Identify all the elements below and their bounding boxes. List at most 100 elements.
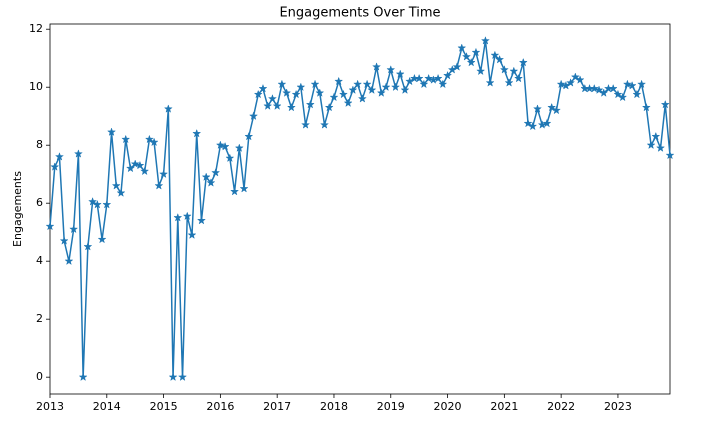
point-marker — [301, 120, 311, 129]
point-marker — [305, 99, 315, 109]
point-marker — [395, 69, 405, 79]
point-marker — [613, 89, 623, 99]
point-marker — [154, 181, 164, 190]
point-marker — [54, 152, 64, 161]
point-marker — [173, 212, 183, 222]
point-marker — [140, 166, 150, 176]
point-marker — [438, 79, 448, 89]
point-marker — [618, 92, 628, 102]
y-tick-label: 2 — [36, 312, 43, 325]
point-marker — [121, 134, 131, 144]
point-marker — [457, 43, 467, 52]
point-marker — [211, 167, 221, 177]
point-marker — [215, 140, 225, 150]
point-marker — [499, 65, 509, 74]
point-marker — [570, 72, 580, 81]
point-marker — [83, 241, 93, 251]
point-marker — [187, 230, 197, 239]
point-marker — [504, 78, 514, 87]
point-marker — [641, 102, 651, 112]
point-marker — [367, 85, 377, 94]
point-marker — [452, 62, 462, 71]
x-tick-label: 2020 — [434, 400, 462, 413]
point-marker — [272, 101, 282, 110]
plot-frame — [49, 23, 671, 395]
point-marker — [253, 89, 263, 99]
point-marker — [69, 224, 79, 234]
point-marker — [495, 54, 505, 64]
point-marker — [608, 83, 618, 93]
point-marker — [88, 196, 98, 206]
point-marker — [433, 73, 443, 83]
point-marker — [518, 57, 528, 67]
point-marker — [168, 372, 178, 382]
point-marker — [357, 94, 367, 103]
y-tick-label: 12 — [29, 22, 43, 35]
point-marker — [220, 141, 230, 151]
point-marker — [45, 221, 55, 231]
point-marker — [466, 57, 476, 67]
point-marker — [102, 199, 112, 209]
point-marker — [471, 47, 481, 57]
point-marker — [656, 143, 666, 152]
point-marker — [258, 83, 268, 93]
y-tick-label: 10 — [29, 80, 43, 93]
y-tick-label: 0 — [36, 370, 43, 383]
point-marker — [64, 256, 74, 266]
y-tick-label: 4 — [36, 254, 43, 267]
point-marker — [622, 79, 632, 89]
point-marker — [201, 172, 211, 181]
point-marker — [334, 76, 344, 86]
y-tick-label: 6 — [36, 196, 43, 209]
point-marker — [362, 79, 372, 89]
point-marker — [116, 188, 126, 197]
x-tick-label: 2017 — [263, 400, 291, 413]
point-marker — [244, 131, 254, 141]
point-marker — [329, 92, 339, 102]
point-marker — [225, 153, 235, 163]
point-marker — [111, 181, 121, 190]
point-marker — [485, 78, 495, 87]
point-marker — [424, 73, 434, 83]
x-tick-label: 2015 — [150, 400, 178, 413]
point-marker — [163, 104, 173, 113]
point-marker — [319, 120, 330, 129]
point-marker — [144, 134, 154, 144]
point-marker — [665, 150, 675, 160]
point-marker — [532, 104, 543, 113]
point-marker — [78, 372, 88, 382]
x-tick-label: 2023 — [604, 400, 632, 413]
point-marker — [490, 50, 500, 60]
y-tick-label: 8 — [36, 138, 43, 151]
point-marker — [556, 79, 566, 89]
point-marker — [637, 79, 647, 89]
point-marker — [92, 199, 102, 209]
point-marker — [159, 169, 169, 179]
point-marker — [59, 236, 69, 245]
point-marker — [343, 98, 353, 108]
point-marker — [177, 372, 188, 382]
point-marker — [632, 89, 642, 99]
point-marker — [372, 62, 382, 71]
x-tick-label: 2019 — [377, 400, 405, 413]
point-marker — [263, 101, 273, 110]
point-marker — [646, 140, 656, 150]
point-marker — [182, 211, 192, 221]
point-marker — [296, 82, 306, 92]
point-marker — [348, 85, 358, 94]
point-marker — [376, 88, 386, 97]
point-marker — [106, 127, 117, 137]
chart-title: Engagements Over Time — [279, 6, 440, 21]
point-marker — [277, 79, 287, 89]
point-marker — [50, 162, 60, 171]
series-line — [49, 40, 671, 378]
point-marker — [400, 85, 410, 94]
point-marker — [480, 36, 490, 45]
point-marker — [551, 105, 561, 115]
x-tick-label: 2021 — [490, 400, 518, 413]
x-tick-label: 2018 — [320, 400, 348, 413]
x-tick-label: 2014 — [93, 400, 121, 413]
point-marker — [390, 82, 401, 92]
point-marker — [130, 159, 140, 168]
